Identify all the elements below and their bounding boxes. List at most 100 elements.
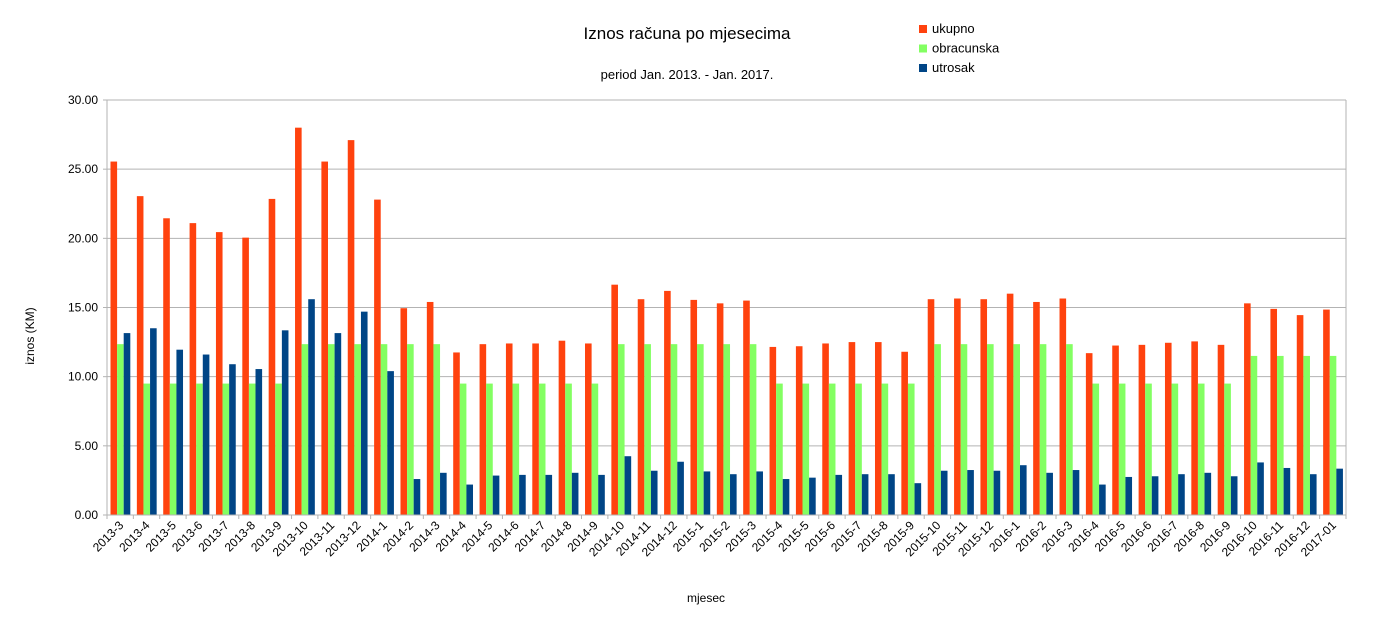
bar-ukupno bbox=[1296, 315, 1304, 515]
bar-utrosak bbox=[176, 349, 184, 515]
bar-utrosak bbox=[492, 475, 500, 515]
bar-obracunska bbox=[512, 383, 520, 515]
bar-obracunska bbox=[196, 383, 203, 515]
bar-ukupno bbox=[664, 290, 671, 515]
bar-utrosak bbox=[1151, 476, 1159, 515]
bar-utrosak bbox=[150, 328, 157, 515]
y-tick-label: 30.00 bbox=[68, 93, 98, 107]
bar-ukupno bbox=[558, 340, 566, 515]
bar-utrosak bbox=[1283, 467, 1291, 515]
bar-obracunska bbox=[301, 344, 309, 515]
bar-utrosak bbox=[440, 472, 447, 515]
bar-ukupno bbox=[1085, 353, 1093, 515]
bar-obracunska bbox=[1066, 344, 1073, 515]
bar-utrosak bbox=[413, 479, 421, 515]
bar-utrosak bbox=[598, 474, 605, 515]
bar-utrosak bbox=[571, 472, 579, 515]
bar-utrosak bbox=[545, 474, 553, 515]
legend-swatch-utrosak bbox=[919, 64, 927, 72]
bar-ukupno bbox=[980, 299, 988, 515]
bar-utrosak bbox=[940, 470, 948, 515]
bar-obracunska bbox=[1118, 383, 1126, 515]
legend-label-ukupno: ukupno bbox=[932, 21, 975, 36]
bar-obracunska bbox=[1329, 355, 1337, 515]
bar-utrosak bbox=[967, 470, 974, 515]
bar-utrosak bbox=[809, 477, 816, 515]
bar-ukupno bbox=[611, 284, 618, 515]
bar-ukupno bbox=[743, 300, 750, 515]
bar-ukupno bbox=[1033, 301, 1040, 515]
bar-ukupno bbox=[110, 161, 118, 515]
bar-obracunska bbox=[855, 383, 862, 515]
bar-obracunska bbox=[380, 344, 388, 515]
bar-obracunska bbox=[459, 383, 467, 515]
bar-obracunska bbox=[907, 383, 915, 515]
bar-obracunska bbox=[697, 344, 704, 515]
bar-utrosak bbox=[466, 484, 474, 515]
legend: ukupno obracunska utrosak bbox=[919, 21, 1000, 75]
bar-ukupno bbox=[479, 344, 487, 515]
bar-ukupno bbox=[848, 342, 856, 515]
bar-utrosak bbox=[360, 311, 368, 515]
bar-obracunska bbox=[433, 344, 441, 515]
bar-obracunska bbox=[248, 383, 256, 515]
bar-obracunska bbox=[143, 383, 151, 515]
bar-obracunska bbox=[1013, 344, 1020, 515]
legend-label-utrosak: utrosak bbox=[932, 60, 975, 75]
bar-obracunska bbox=[776, 383, 783, 515]
bar-obracunska bbox=[987, 344, 994, 515]
bar-ukupno bbox=[1006, 293, 1014, 515]
bar-obracunska bbox=[1277, 355, 1284, 515]
bar-ukupno bbox=[637, 299, 645, 515]
bar-ukupno bbox=[163, 218, 170, 515]
bar-utrosak bbox=[1125, 476, 1133, 515]
bar-utrosak bbox=[1046, 472, 1053, 515]
bar-obracunska bbox=[1092, 383, 1100, 515]
bar-ukupno bbox=[532, 343, 539, 515]
bar-ukupno bbox=[585, 343, 592, 515]
y-tick-label: 10.00 bbox=[68, 370, 98, 384]
bar-utrosak bbox=[703, 471, 711, 515]
legend-swatch-obracunska bbox=[919, 44, 927, 53]
bar-ukupno bbox=[716, 303, 724, 515]
bar-ukupno bbox=[1270, 308, 1278, 515]
bar-obracunska bbox=[934, 344, 941, 515]
bar-obracunska bbox=[1039, 344, 1047, 515]
axes bbox=[106, 100, 1347, 519]
bar-utrosak bbox=[888, 474, 895, 515]
bar-utrosak bbox=[677, 461, 684, 515]
bar-obracunska bbox=[591, 383, 599, 515]
bar-utrosak bbox=[387, 371, 394, 515]
bar-obracunska bbox=[802, 383, 810, 515]
bar-utrosak bbox=[1204, 472, 1212, 515]
bar-obracunska bbox=[275, 383, 282, 515]
bar-ukupno bbox=[795, 346, 803, 515]
bar-utrosak bbox=[281, 330, 289, 515]
y-tick-label: 5.00 bbox=[75, 439, 99, 453]
bar-utrosak bbox=[1230, 476, 1238, 515]
bar-obracunska bbox=[1171, 383, 1179, 515]
bar-obracunska bbox=[354, 344, 361, 515]
bar-obracunska bbox=[538, 383, 546, 515]
bar-obracunska bbox=[565, 383, 572, 515]
y-tick-labels: 0.00 5.00 10.00 15.00 20.00 25.00 30.00 bbox=[68, 93, 98, 522]
y-axis-title: iznos (KM) bbox=[23, 307, 37, 364]
bar-utrosak bbox=[1178, 474, 1185, 515]
y-tick-label: 15.00 bbox=[68, 301, 98, 315]
bar-utrosak bbox=[1072, 470, 1080, 515]
bar-utrosak bbox=[782, 479, 790, 515]
bar-ukupno bbox=[1138, 344, 1146, 515]
bar-ukupno bbox=[822, 343, 829, 515]
bar-ukupno bbox=[1164, 342, 1172, 515]
bar-obracunska bbox=[117, 344, 124, 515]
bar-ukupno bbox=[189, 223, 197, 515]
bar-ukupno bbox=[347, 140, 355, 515]
bar-utrosak bbox=[334, 333, 342, 515]
y-tick-label: 20.00 bbox=[68, 231, 98, 245]
bar-utrosak bbox=[914, 483, 922, 515]
bar-obracunska bbox=[1197, 383, 1205, 515]
bar-ukupno bbox=[1217, 344, 1225, 515]
bar-obracunska bbox=[881, 383, 889, 515]
bar-utrosak bbox=[624, 456, 632, 515]
